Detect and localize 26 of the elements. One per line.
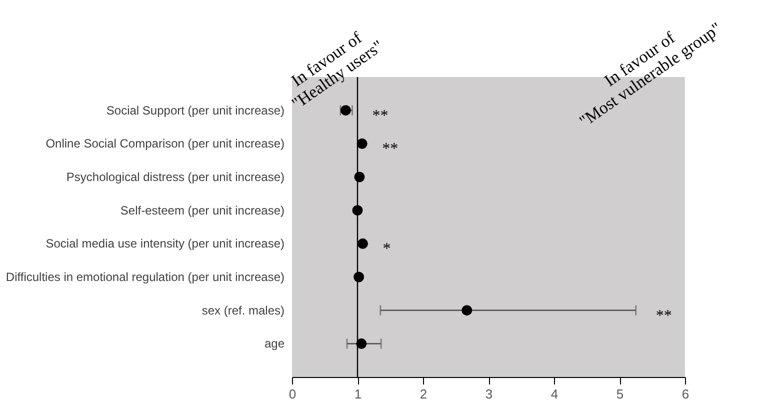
annotation: *: [382, 240, 391, 258]
y-tick-label: Difficulties in emotional regulation (per unit increase): [6, 270, 284, 284]
point: [354, 172, 365, 182]
x-tick-label: 3: [485, 386, 493, 402]
point: [356, 338, 367, 349]
y-tick-label: Online Social Comparison (per unit increase): [46, 136, 284, 151]
x-tick-label: 0: [288, 386, 296, 402]
y-tick-label: Self-esteem (per unit increase): [120, 203, 284, 218]
y-tick-label: Social Support (per unit increase): [106, 103, 284, 118]
point: [357, 238, 368, 249]
x-tick-label: 2: [420, 386, 428, 402]
x-tick-label: 5: [616, 386, 624, 402]
y-tick-label: Social media use intensity (per unit increase): [46, 236, 285, 251]
y-tick-label: sex (ref. males): [202, 303, 284, 318]
point: [356, 138, 368, 149]
x-tick-label: 6: [682, 386, 690, 402]
y-tick-label: Psychological distress (per unit increase): [66, 170, 284, 184]
point: [462, 305, 472, 316]
x-tick-label: 4: [550, 386, 558, 402]
annotation: **: [382, 140, 398, 158]
point: [352, 205, 363, 216]
annotation: **: [372, 107, 388, 124]
y-tick-label: age: [264, 336, 285, 351]
point: [354, 272, 364, 282]
annotation: **: [656, 307, 672, 324]
x-tick-label: 1: [354, 386, 362, 402]
